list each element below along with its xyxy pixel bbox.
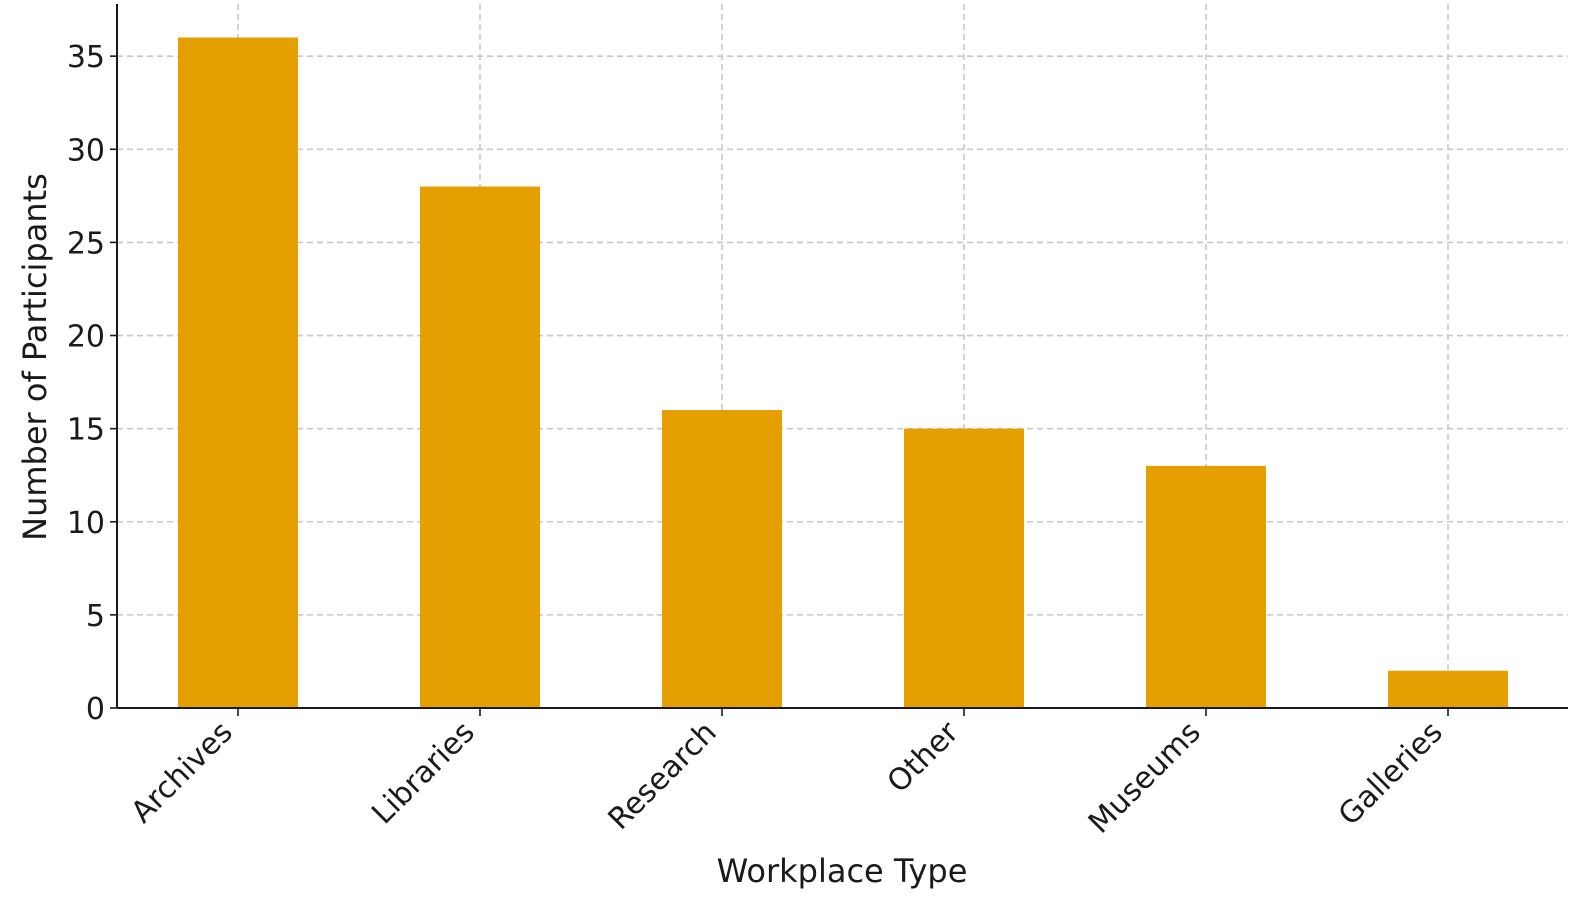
y-tick-label: 20: [67, 320, 105, 355]
x-tick-label: Galleries: [1332, 715, 1450, 833]
y-tick-label: 10: [67, 506, 105, 541]
bar-research: [662, 410, 782, 708]
bar-museums: [1146, 465, 1266, 708]
x-tick-label: Libraries: [365, 715, 481, 831]
y-tick-label: 35: [67, 40, 105, 75]
y-tick-label: 25: [67, 226, 105, 261]
y-axis-title: Number of Participants: [16, 173, 54, 541]
x-tick-label: Research: [602, 715, 724, 837]
x-tick-label: Other: [881, 714, 966, 799]
bar-archives: [178, 37, 298, 709]
x-tick-label: Museums: [1082, 715, 1208, 841]
bar-galleries: [1388, 670, 1508, 708]
bar-other: [904, 428, 1024, 708]
grid-lines: [117, 4, 1568, 708]
y-tick-label: 5: [86, 599, 105, 634]
x-axis-title: Workplace Type: [717, 852, 968, 890]
bar-libraries: [420, 186, 540, 708]
axes: [110, 4, 1568, 716]
bars: [178, 37, 1508, 709]
y-tick-label: 30: [67, 133, 105, 168]
x-tick-label: Archives: [124, 715, 239, 830]
y-tick-label: 15: [67, 413, 105, 448]
y-tick-label: 0: [86, 692, 105, 727]
